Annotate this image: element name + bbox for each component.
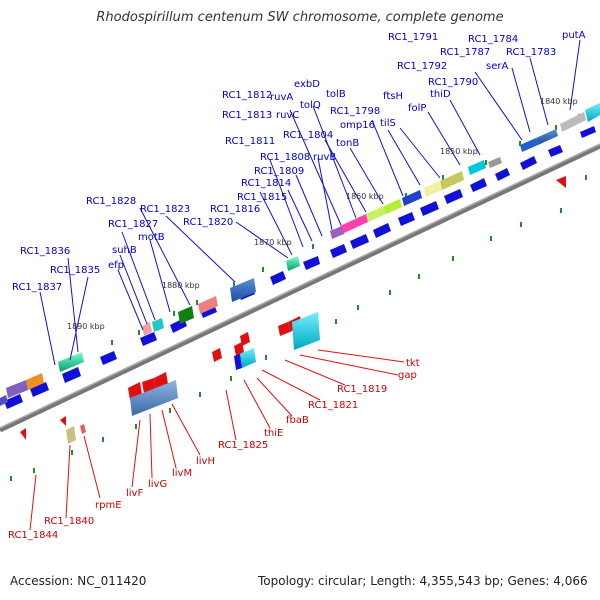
forward-genes-row	[4, 126, 596, 409]
gene-label: RC1_1814	[241, 178, 291, 189]
gene-label: tolB	[326, 89, 346, 100]
gene-label: livM	[172, 468, 192, 479]
gene-label: rpmE	[95, 500, 122, 511]
gene-label: RC1_1798	[330, 106, 380, 117]
reverse-genes-row	[20, 176, 566, 440]
gene-label: tolQ	[300, 100, 321, 111]
kbp-marker: 1880 kbp	[162, 281, 200, 290]
gene-label: tkt	[406, 358, 420, 369]
gene-label: livH	[196, 456, 215, 467]
gene-label: thiD	[430, 89, 451, 100]
gene-label: suhB	[112, 245, 137, 256]
gene-label: ruvB	[313, 152, 336, 163]
gene-label: RC1_1844	[8, 530, 58, 541]
gene-label: RC1_1791	[388, 32, 438, 43]
gene-label: ruvA	[270, 92, 293, 103]
kbp-marker: 1840 kbp	[540, 97, 578, 106]
gene-label: RC1_1813	[222, 110, 272, 121]
gene-label: tonB	[336, 138, 359, 149]
accession-text: Accession: NC_011420	[10, 574, 147, 588]
gene-label: RC1_1819	[337, 384, 387, 395]
gene-label: exbD	[294, 79, 320, 90]
forward-feature-blocks	[0, 103, 600, 406]
reverse-feature-blocks	[66, 312, 320, 444]
gene-label: motB	[138, 232, 165, 243]
gene-label: RC1_1840	[44, 516, 94, 527]
kbp-markers: 1840 kbp 1850 kbp 1860 kbp 1870 kbp 1880…	[67, 97, 578, 331]
gene-label: efp	[108, 260, 124, 271]
gene-label: tilS	[380, 118, 396, 129]
kbp-marker: 1870 kbp	[254, 238, 292, 247]
chromosome-backbone	[0, 143, 600, 433]
gene-label: RC1_1825	[218, 440, 268, 451]
top-leader-lines	[39, 39, 581, 366]
map-title: Rhodospirillum centenum SW chromosome, c…	[96, 10, 504, 25]
gene-label: putA	[562, 30, 586, 41]
bottom-tick-marks	[10, 175, 587, 481]
gene-label: RC1_1836	[20, 246, 70, 257]
kbp-marker: 1850 kbp	[440, 147, 478, 156]
gene-label: thiE	[264, 428, 283, 439]
gene-label: RC1_1835	[50, 265, 100, 276]
bottom-leader-lines	[29, 349, 405, 531]
gene-label: RC1_1808	[260, 152, 310, 163]
gene-label: RC1_1787	[440, 47, 490, 58]
gene-label: RC1_1784	[468, 34, 518, 45]
gene-label: gap	[398, 370, 417, 381]
gene-label: RC1_1827	[108, 219, 158, 230]
gene-label: RC1_1823	[140, 204, 190, 215]
gene-label: RC1_1783	[506, 47, 556, 58]
top-gene-labels: RC1_1791 RC1_1784 putA RC1_1787 RC1_1783…	[12, 30, 586, 293]
gene-label: RC1_1804	[283, 130, 333, 141]
gene-label: RC1_1816	[210, 204, 260, 215]
gene-label: RC1_1809	[254, 166, 304, 177]
gene-label: RC1_1821	[308, 400, 358, 411]
gene-label: fbaB	[286, 415, 309, 426]
gene-label: RC1_1812	[222, 90, 272, 101]
gene-label: RC1_1828	[86, 196, 136, 207]
kbp-marker: 1860 kbp	[346, 192, 384, 201]
gene-label: serA	[486, 61, 508, 72]
gene-label: RC1_1811	[225, 136, 275, 147]
genome-summary-text: Topology: circular; Length: 4,355,543 bp…	[258, 574, 588, 588]
gene-label: livF	[126, 488, 143, 499]
gene-label: livG	[148, 479, 167, 490]
gene-label: RC1_1790	[428, 77, 478, 88]
gene-label: omp16	[340, 120, 375, 131]
gene-label: RC1_1792	[397, 61, 447, 72]
gene-label: RC1_1837	[12, 282, 62, 293]
gene-label: ftsH	[383, 91, 403, 102]
gene-label: folP	[408, 103, 426, 114]
kbp-marker: 1890 kbp	[67, 322, 105, 331]
bottom-gene-labels: tkt gap RC1_1819 RC1_1821 fbaB thiE RC1_…	[8, 358, 420, 541]
gene-label: RC1_1815	[237, 192, 287, 203]
gene-label: RC1_1820	[183, 217, 233, 228]
gene-label: ruvC	[276, 110, 299, 121]
